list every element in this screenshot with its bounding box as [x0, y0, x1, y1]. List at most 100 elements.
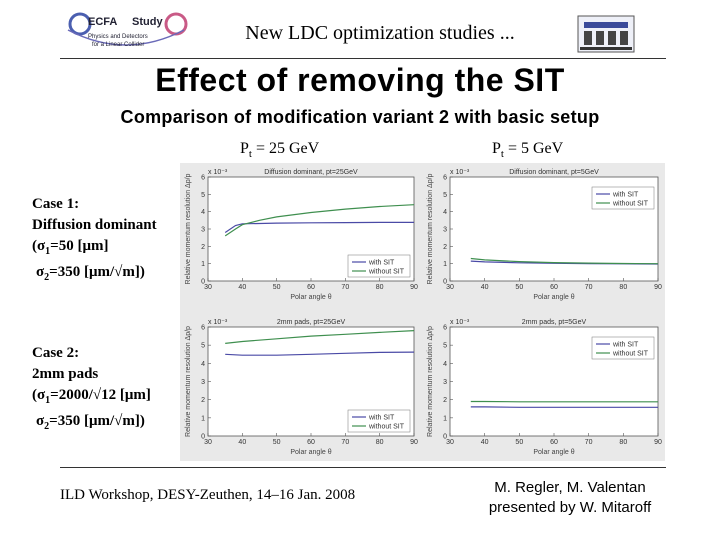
y-tick-label: 0	[201, 434, 205, 441]
plot-diffusion-5gev: Diffusion dominant, pt=5GeV x 10⁻³ 30 40 50 6…	[424, 165, 664, 305]
y-axis-label: Relative momentum resolution Δp/p	[427, 326, 434, 437]
x-axis-label: Polar angle θ	[290, 449, 331, 456]
logo-subtitle-2: for a Linear Collider	[92, 42, 145, 48]
top-divider	[60, 58, 666, 59]
legend-label: without SIT	[368, 269, 405, 276]
x-tick-label: 30	[446, 439, 454, 446]
col2-sub: t	[500, 148, 504, 161]
x-tick-label: 40	[481, 439, 489, 446]
legend-label: without SIT	[612, 351, 649, 358]
x-axis-label: Polar angle θ	[533, 449, 574, 456]
y-tick-label: 2	[201, 244, 205, 251]
case-2-label: Case 2: 2mm pads (σ1=2000/√12 [μm] σ2=35…	[32, 343, 151, 437]
y-axis-label: Relative momentum resolution Δp/p	[185, 326, 192, 437]
col1-value: = 25 GeV	[251, 140, 320, 157]
scale-label: x 10⁻³	[450, 319, 470, 326]
case-2-l3-post: =2000/√12 [μm]	[50, 387, 151, 403]
x-tick-label: 40	[238, 439, 246, 446]
col1-sub: t	[248, 148, 252, 161]
y-tick-label: 5	[443, 192, 447, 199]
scale-label: x 10⁻³	[450, 169, 470, 176]
legend-label: with SIT	[612, 192, 639, 199]
footer-authors-line2: presented by W. Mitaroff	[488, 499, 652, 516]
plot-2mm-pads-5gev: 2mm pads, pt=5GeV x 10⁻³ 30 40 50 60 70 80 90 0 1 2…	[424, 315, 664, 460]
institute-logo-icon	[577, 15, 635, 53]
legend-label: with SIT	[368, 415, 395, 422]
logo-study-text: Study	[132, 16, 163, 28]
slide-subtitle: Comparison of modification variant 2 wit…	[120, 107, 600, 127]
x-tick-label: 80	[376, 439, 384, 446]
col2-value: = 5 GeV	[503, 140, 564, 157]
case-1-line3: (σ1=50 [μm]	[32, 236, 157, 262]
y-tick-label: 5	[201, 343, 205, 350]
x-tick-label: 70	[585, 439, 593, 446]
case-2-l4-sub: 2	[44, 421, 50, 432]
x-tick-label: 40	[481, 284, 489, 291]
plot-2mm-pads-25gev: 2mm pads, pt=25GeV x 10⁻³ 30 40 50 60 70 80 90 0 1…	[182, 315, 420, 460]
ecfa-study-logo: ECFA Study Physics and Detectors for a L…	[62, 10, 190, 56]
x-tick-label: 90	[654, 439, 662, 446]
case-2-line3: (σ1=2000/√12 [μm]	[32, 385, 151, 411]
case-1-line1: Case 1:	[32, 196, 80, 212]
x-tick-label: 40	[238, 284, 246, 291]
logo-subtitle-1: Physics and Detectors	[88, 34, 148, 40]
x-tick-label: 50	[515, 284, 523, 291]
x-tick-label: 90	[410, 439, 418, 446]
x-tick-label: 60	[307, 439, 315, 446]
x-tick-label: 60	[550, 439, 558, 446]
case-1-line4: σ2=350 [μm/√m])	[32, 262, 157, 288]
footer-authors: M. Regler, M. Valentan presented by W. M…	[450, 478, 690, 518]
y-tick-label: 4	[201, 209, 205, 216]
chart-title: Diffusion dominant, pt=25GeV	[264, 169, 358, 176]
chart-svg: 2mm pads, pt=25GeV x 10⁻³ 30 40 50 60 70 80 90 0 1…	[185, 319, 418, 456]
y-tick-label: 4	[201, 361, 205, 368]
bottom-divider	[60, 467, 666, 468]
chart-title: Diffusion dominant, pt=5GeV	[509, 169, 599, 176]
case-1-l4-pre: σ	[36, 264, 45, 280]
y-tick-label: 6	[201, 325, 205, 332]
x-tick-label: 70	[341, 284, 349, 291]
y-tick-label: 5	[443, 343, 447, 350]
y-tick-label: 1	[201, 261, 205, 268]
case-2-l4-post: =350 [μm/√m])	[49, 413, 145, 429]
x-axis-label: Polar angle θ	[290, 294, 331, 301]
x-tick-label: 80	[619, 284, 627, 291]
legend-label: without SIT	[612, 201, 649, 208]
series-line-with-sit	[225, 351, 415, 356]
case-1-label: Case 1: Diffusion dominant (σ1=50 [μm] σ…	[32, 194, 157, 288]
y-tick-label: 0	[201, 279, 205, 286]
x-tick-label: 70	[585, 284, 593, 291]
y-tick-label: 3	[443, 227, 447, 234]
footer-workshop: ILD Workshop, DESY-Zeuthen, 14–16 Jan. 2…	[60, 487, 356, 503]
y-tick-label: 6	[443, 175, 447, 182]
case-1-l3-pre: (σ	[32, 238, 46, 254]
x-tick-label: 80	[619, 439, 627, 446]
y-tick-label: 5	[201, 192, 205, 199]
case-2-line1: Case 2:	[32, 345, 80, 361]
case-2-line4: σ2=350 [μm/√m])	[32, 411, 151, 437]
y-tick-label: 1	[443, 415, 447, 422]
logo-ecfa-text: ECFA	[88, 16, 118, 28]
col1-prefix: P	[240, 140, 249, 157]
legend-label: without SIT	[368, 424, 405, 431]
legend: with SIT without SIT	[591, 186, 655, 210]
slide-title: Effect of removing the SIT	[155, 62, 565, 98]
series-line-without-sit	[225, 330, 415, 344]
legend: with SIT without SIT	[347, 409, 411, 433]
chart-title: 2mm pads, pt=5GeV	[522, 319, 587, 326]
scale-label: x 10⁻³	[208, 169, 228, 176]
legend-label: with SIT	[368, 260, 395, 267]
y-axis-label: Relative momentum resolution Δp/p	[427, 173, 434, 284]
x-tick-label: 50	[273, 439, 281, 446]
case-1-line2: Diffusion dominant	[32, 217, 157, 233]
x-tick-label: 30	[204, 284, 212, 291]
x-tick-label: 30	[204, 439, 212, 446]
y-tick-label: 2	[443, 397, 447, 404]
x-tick-label: 60	[550, 284, 558, 291]
case-1-l4-post: =350 [μm/√m])	[49, 264, 145, 280]
x-tick-label: 60	[307, 284, 315, 291]
series-line-with-sit	[224, 221, 414, 233]
y-tick-label: 1	[443, 261, 447, 268]
